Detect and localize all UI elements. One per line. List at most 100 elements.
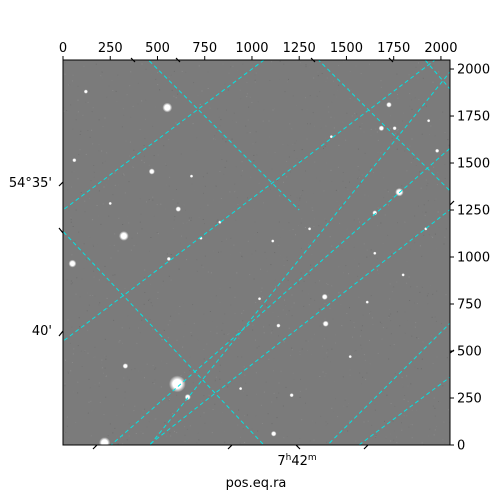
noise-speck xyxy=(326,352,328,354)
noise-speck xyxy=(374,436,376,438)
noise-speck xyxy=(157,298,159,299)
noise-speck xyxy=(232,119,234,121)
noise-speck xyxy=(224,83,226,85)
grid-line xyxy=(149,71,450,445)
noise-speck xyxy=(273,226,275,228)
noise-speck xyxy=(284,304,286,306)
noise-speck xyxy=(202,219,204,220)
noise-speck xyxy=(252,329,254,331)
noise-speck xyxy=(390,403,392,404)
noise-speck xyxy=(203,313,205,315)
noise-speck xyxy=(273,370,275,372)
noise-speck xyxy=(406,170,408,172)
noise-speck xyxy=(342,180,344,182)
noise-speck xyxy=(237,424,239,426)
noise-speck xyxy=(161,339,163,341)
noise-speck xyxy=(283,265,285,266)
sky-image xyxy=(63,60,450,445)
noise-speck xyxy=(201,90,203,92)
noise-speck xyxy=(310,298,312,300)
noise-speck xyxy=(69,84,71,86)
world-tick xyxy=(58,181,64,187)
noise-speck xyxy=(401,422,402,424)
noise-speck xyxy=(427,303,429,305)
top-tick-label: 500 xyxy=(145,41,170,56)
noise-speck xyxy=(325,220,327,222)
noise-speck xyxy=(308,293,310,295)
noise-speck xyxy=(292,144,294,146)
noise-speck xyxy=(442,111,444,113)
noise-speck xyxy=(145,88,147,90)
star-core xyxy=(121,233,127,239)
noise-speck xyxy=(253,154,255,156)
noise-speck xyxy=(135,433,137,434)
noise-speck xyxy=(112,194,114,196)
ra-tick-label: 7h42m xyxy=(277,453,316,469)
noise-speck xyxy=(280,370,282,372)
noise-speck xyxy=(106,281,108,283)
noise-speck xyxy=(262,296,264,298)
noise-speck xyxy=(89,136,91,138)
noise-speck xyxy=(128,435,130,437)
noise-speck xyxy=(327,106,329,108)
noise-speck xyxy=(322,371,324,373)
noise-speck xyxy=(401,383,403,385)
star-core xyxy=(164,104,171,111)
noise-speck xyxy=(128,155,130,157)
noise-speck xyxy=(146,363,148,365)
noise-speck xyxy=(291,128,293,130)
noise-speck xyxy=(155,78,157,80)
noise-speck xyxy=(360,128,362,130)
noise-speck xyxy=(137,82,139,84)
noise-speck xyxy=(279,237,281,239)
noise-speck xyxy=(427,293,429,295)
noise-speck xyxy=(143,162,145,164)
noise-speck xyxy=(397,94,398,95)
noise-speck xyxy=(103,414,105,415)
noise-speck xyxy=(332,299,334,301)
noise-speck xyxy=(306,109,308,110)
noise-speck xyxy=(337,416,339,418)
noise-speck xyxy=(124,287,126,289)
noise-speck xyxy=(342,376,344,378)
noise-speck xyxy=(152,125,154,127)
noise-speck xyxy=(152,406,154,408)
noise-speck xyxy=(301,419,303,421)
noise-speck xyxy=(426,295,428,297)
noise-speck xyxy=(273,357,275,359)
noise-speck xyxy=(123,174,125,176)
noise-speck xyxy=(385,437,387,439)
noise-speck xyxy=(290,283,292,285)
noise-speck xyxy=(409,248,411,250)
noise-speck xyxy=(327,423,329,425)
noise-speck xyxy=(173,219,175,221)
noise-speck xyxy=(331,101,333,103)
noise-speck xyxy=(393,439,395,441)
noise-speck xyxy=(282,144,284,146)
noise-speck xyxy=(260,291,262,292)
noise-speck xyxy=(149,319,151,320)
noise-speck xyxy=(241,356,243,358)
noise-speck xyxy=(240,98,242,100)
noise-speck xyxy=(404,395,406,396)
noise-speck xyxy=(314,125,315,127)
noise-speck xyxy=(93,176,95,178)
noise-speck xyxy=(91,111,93,113)
noise-speck xyxy=(286,176,288,178)
noise-speck xyxy=(77,111,79,113)
noise-speck xyxy=(408,74,410,76)
noise-speck xyxy=(103,186,105,188)
noise-speck xyxy=(387,189,389,191)
noise-speck xyxy=(91,129,93,131)
noise-speck xyxy=(278,335,279,337)
noise-speck xyxy=(394,373,396,375)
noise-speck xyxy=(112,90,114,91)
noise-speck xyxy=(72,353,74,355)
noise-speck xyxy=(87,101,89,103)
noise-speck xyxy=(170,412,172,414)
noise-speck xyxy=(137,232,138,234)
noise-speck xyxy=(70,283,72,285)
noise-speck xyxy=(434,233,436,235)
noise-speck xyxy=(258,325,260,327)
noise-speck xyxy=(130,71,132,73)
